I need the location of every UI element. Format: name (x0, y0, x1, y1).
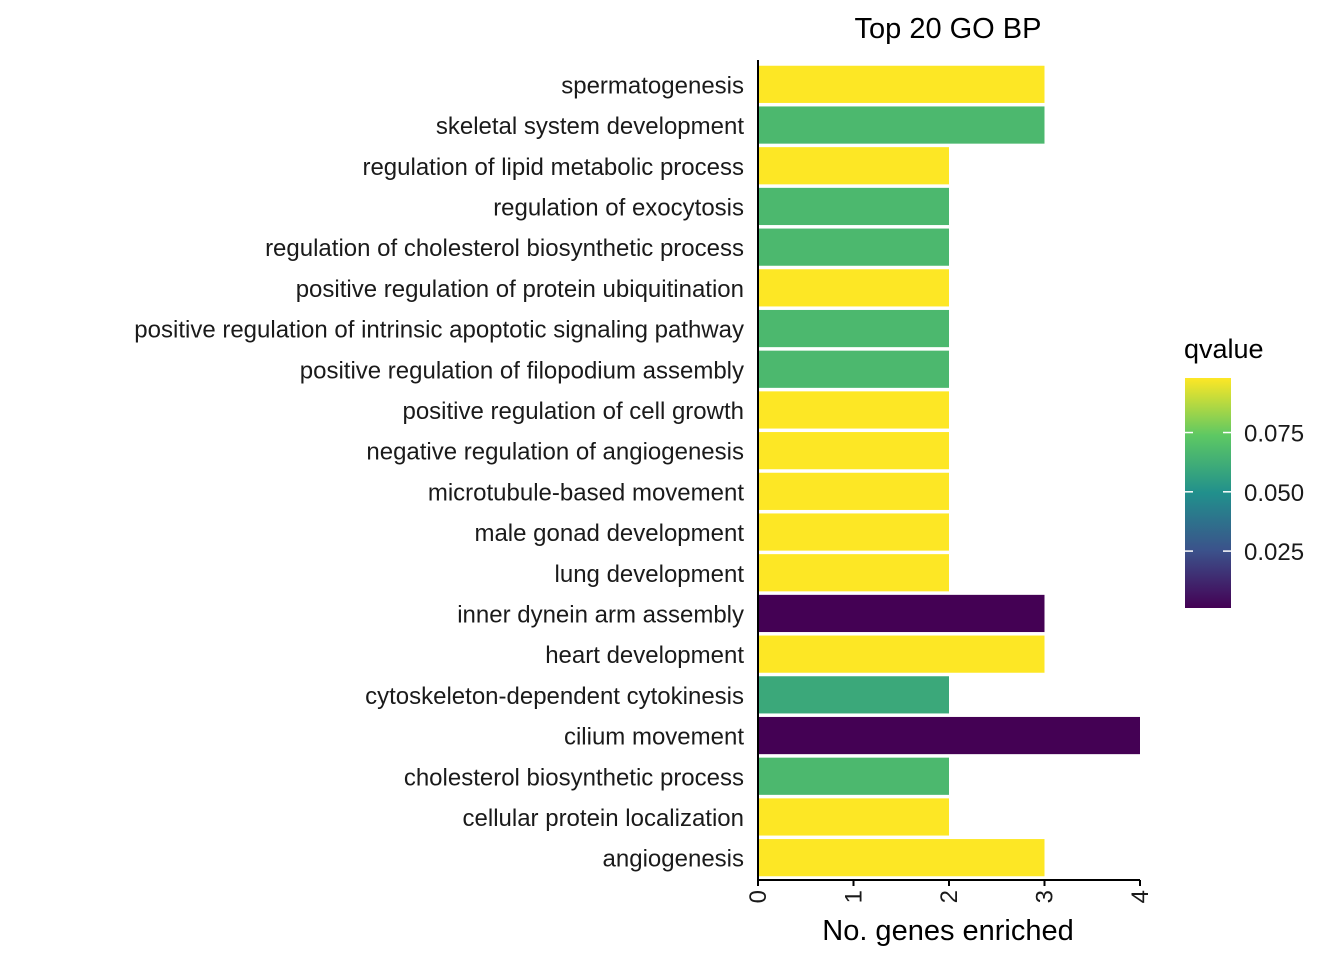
category-label-12: lung development (555, 561, 745, 588)
category-label-3: regulation of exocytosis (493, 194, 744, 221)
x-tick-label-4: 4 (1127, 890, 1154, 903)
category-label-19: angiogenesis (603, 846, 744, 873)
category-label-14: heart development (545, 642, 744, 669)
bar-0 (758, 65, 1045, 103)
bar-4 (758, 228, 949, 266)
legend-colorbar (1185, 378, 1231, 608)
bar-17 (758, 757, 949, 795)
bar-6 (758, 309, 949, 348)
category-label-0: spermatogenesis (561, 72, 744, 99)
bar-10 (758, 472, 949, 510)
category-label-11: male gonad development (474, 520, 744, 547)
legend-tick-label-0: 0.075 (1244, 421, 1304, 448)
category-label-1: skeletal system development (436, 113, 744, 140)
category-label-18: cellular protein localization (463, 805, 744, 832)
category-label-7: positive regulation of filopodium assemb… (300, 357, 744, 384)
x-tick-label-0: 0 (745, 890, 772, 903)
legend-ticks: 0.075 0.050 0.025 (1185, 421, 1304, 566)
category-label-4: regulation of cholesterol biosynthetic p… (265, 235, 744, 262)
bar-12 (758, 554, 949, 592)
bar-11 (758, 513, 949, 551)
category-label-9: negative regulation of angiogenesis (366, 439, 744, 466)
bars-group (758, 65, 1140, 877)
category-label-13: inner dynein arm assembly (457, 601, 744, 628)
x-axis-ticks: 0 1 2 3 4 (745, 880, 1154, 903)
category-label-2: regulation of lipid metabolic process (362, 154, 744, 181)
category-label-15: cytoskeleton-dependent cytokinesis (365, 683, 744, 710)
bar-13 (758, 594, 1045, 633)
bar-15 (758, 676, 949, 714)
legend-title: qvalue (1184, 334, 1264, 364)
bar-9 (758, 432, 949, 470)
category-label-5: positive regulation of protein ubiquitin… (296, 276, 744, 303)
bar-18 (758, 798, 949, 836)
bar-16 (758, 716, 1140, 755)
x-axis-title: No. genes enriched (822, 915, 1074, 947)
bar-2 (758, 147, 949, 185)
bar-3 (758, 187, 949, 226)
category-label-17: cholesterol biosynthetic process (404, 764, 744, 791)
category-label-6: positive regulation of intrinsic apoptot… (134, 317, 744, 344)
bar-14 (758, 635, 1045, 673)
bar-7 (758, 350, 949, 388)
color-legend: qvalue 0.075 0.050 0.025 (1184, 334, 1304, 608)
category-label-16: cilium movement (564, 724, 744, 751)
bar-5 (758, 269, 949, 307)
category-label-8: positive regulation of cell growth (402, 398, 744, 425)
bar-8 (758, 391, 949, 429)
bar-1 (758, 106, 1045, 144)
category-label-10: microtubule-based movement (428, 479, 744, 506)
category-labels: spermatogenesis skeletal system developme… (134, 72, 744, 872)
x-tick-label-3: 3 (1032, 890, 1059, 903)
legend-tick-label-2: 0.025 (1244, 539, 1304, 566)
bar-19 (758, 839, 1045, 877)
x-tick-label-1: 1 (841, 890, 868, 903)
x-tick-label-2: 2 (936, 890, 963, 903)
chart-title: Top 20 GO BP (855, 13, 1042, 45)
legend-tick-label-1: 0.050 (1244, 480, 1304, 507)
